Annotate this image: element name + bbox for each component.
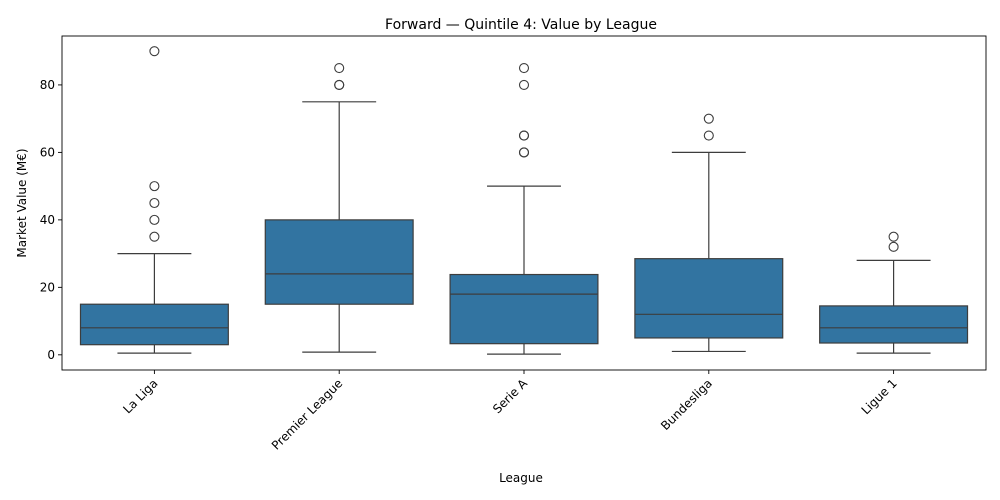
outlier-premier-league-2 xyxy=(334,63,345,74)
outlier-la-liga-2 xyxy=(149,197,160,209)
y-tick-label-40: 40 xyxy=(40,213,55,227)
y-tick-label-20: 20 xyxy=(40,280,55,294)
outlier-serie-a-3 xyxy=(518,130,530,141)
outlier-la-liga-1 xyxy=(149,214,160,225)
plot-area: 0 20 40 60 80 La Liga Premier League Serie A Bun… xyxy=(40,35,987,453)
x-tick-label-serie-a: Serie A xyxy=(490,376,531,417)
y-tick-label-80: 80 xyxy=(40,78,55,92)
outlier-serie-a-5 xyxy=(518,63,530,74)
y-tick-label-60: 60 xyxy=(40,145,55,159)
outlier-premier-league-1 xyxy=(334,79,345,90)
outlier-bundesliga-1 xyxy=(703,113,714,124)
x-tick-label-la-liga: La Liga xyxy=(120,376,160,416)
box-serie-a xyxy=(449,273,599,345)
outlier-serie-a-1 xyxy=(518,147,530,158)
box-la-liga xyxy=(79,303,229,346)
outlier-la-liga-4 xyxy=(149,46,160,57)
outlier-la-liga-0 xyxy=(149,231,160,242)
box-ligue-1 xyxy=(819,305,969,344)
chart-title: Forward — Quintile 4: Value by League xyxy=(385,17,657,33)
x-tick-label-ligue-1: Ligue 1 xyxy=(859,376,900,417)
y-axis-label: Market Value (M€) xyxy=(15,148,29,257)
outlier-bundesliga-0 xyxy=(703,130,714,141)
box-premier-league xyxy=(264,219,414,305)
box-bundesliga xyxy=(634,258,784,339)
x-axis-label: League xyxy=(499,471,543,485)
x-tick-label-bundesliga: Bundesliga xyxy=(658,376,715,433)
x-tick-label-premier-league: Premier League xyxy=(269,376,345,452)
outlier-ligue-1-1 xyxy=(888,231,899,242)
outlier-serie-a-4 xyxy=(518,79,530,90)
outlier-ligue-1-0 xyxy=(888,241,899,252)
outlier-la-liga-3 xyxy=(149,181,160,192)
y-tick-label-0: 0 xyxy=(47,348,55,362)
